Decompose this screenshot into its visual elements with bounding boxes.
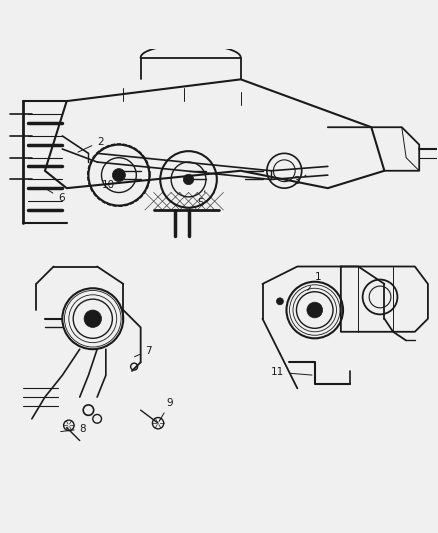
Circle shape (307, 302, 322, 318)
Text: 10: 10 (102, 175, 119, 190)
Circle shape (84, 310, 102, 327)
Text: 11: 11 (271, 367, 312, 377)
Circle shape (184, 174, 194, 184)
Text: 2: 2 (78, 136, 104, 152)
Circle shape (276, 298, 283, 305)
Text: 5: 5 (197, 191, 205, 207)
Text: 9: 9 (159, 398, 173, 421)
Text: 7: 7 (134, 345, 152, 357)
Text: 1: 1 (308, 271, 321, 290)
Text: 8: 8 (61, 424, 86, 434)
Text: 3: 3 (293, 175, 306, 186)
Circle shape (113, 168, 125, 182)
Text: 6: 6 (47, 190, 64, 203)
